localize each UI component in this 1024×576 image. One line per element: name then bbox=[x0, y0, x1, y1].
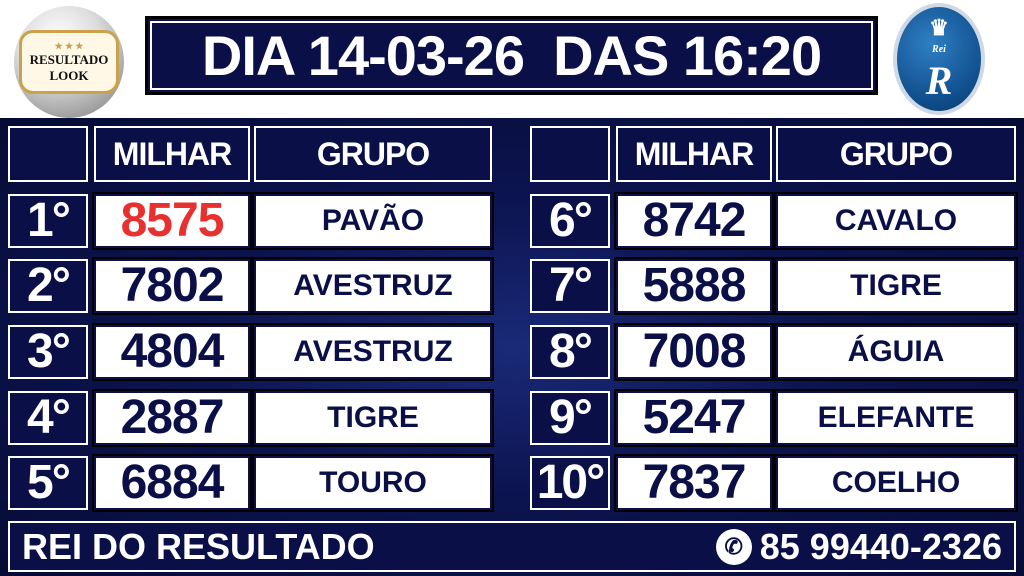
milhar-cell: 6884 bbox=[94, 456, 250, 510]
grupo-cell: TOURO bbox=[254, 456, 492, 510]
milhar-cell: 5888 bbox=[616, 259, 772, 313]
rank-cell: 9° bbox=[530, 391, 610, 445]
whatsapp-icon: ✆ bbox=[715, 528, 752, 565]
milhar-cell: 7837 bbox=[616, 456, 772, 510]
milhar-cell: 7802 bbox=[94, 259, 250, 313]
grupo-cell: ELEFANTE bbox=[776, 391, 1016, 445]
grupo-cell: ÁGUIA bbox=[776, 325, 1016, 379]
milhar-cell: 5247 bbox=[616, 391, 772, 445]
column-header-grupo: GRUPO bbox=[776, 126, 1016, 182]
grupo-cell: PAVÃO bbox=[254, 194, 492, 248]
logo-text: LOOK bbox=[49, 68, 89, 83]
resultado-look-logo: ★ ★ ★ RESULTADO LOOK bbox=[14, 6, 124, 118]
page-title: DIA 14-03-26 DAS 16:20 bbox=[145, 16, 878, 95]
logo-text: RESULTADO bbox=[29, 52, 109, 67]
grupo-cell: TIGRE bbox=[776, 259, 1016, 313]
milhar-cell: 4804 bbox=[94, 325, 250, 379]
grupo-cell: AVESTRUZ bbox=[254, 325, 492, 379]
rei-logo: ♛ Rei R bbox=[893, 3, 985, 115]
rank-cell: 4° bbox=[8, 391, 88, 445]
grupo-cell: CAVALO bbox=[776, 194, 1016, 248]
rank-cell: 2° bbox=[8, 259, 88, 313]
header-blank bbox=[8, 126, 88, 182]
logo-letter: R bbox=[925, 58, 953, 103]
phone-contact: ✆ 85 99440-2326 bbox=[715, 525, 1002, 569]
grupo-cell: AVESTRUZ bbox=[254, 259, 492, 313]
rank-cell: 10° bbox=[530, 456, 610, 510]
header-blank bbox=[530, 126, 610, 182]
rank-cell: 8° bbox=[530, 325, 610, 379]
grupo-cell: COELHO bbox=[776, 456, 1016, 510]
column-header-milhar: MILHAR bbox=[616, 126, 772, 182]
rank-cell: 3° bbox=[8, 325, 88, 379]
milhar-cell: 8742 bbox=[616, 194, 772, 248]
phone-number: 85 99440-2326 bbox=[759, 525, 1002, 567]
stars: ★ ★ ★ bbox=[54, 41, 84, 51]
grupo-cell: TIGRE bbox=[254, 391, 492, 445]
crown-icon: ♛ bbox=[929, 15, 949, 40]
footer: REI DO RESULTADO ✆ 85 99440-2326 bbox=[8, 521, 1016, 572]
logo-text: Rei bbox=[932, 44, 946, 55]
milhar-cell: 8575 bbox=[94, 194, 250, 248]
column-header-milhar: MILHAR bbox=[94, 126, 250, 182]
rank-cell: 6° bbox=[530, 194, 610, 248]
milhar-cell: 2887 bbox=[94, 391, 250, 445]
column-header-grupo: GRUPO bbox=[254, 126, 492, 182]
footer-brand: REI DO RESULTADO bbox=[22, 525, 375, 567]
rank-cell: 1° bbox=[8, 194, 88, 248]
rank-cell: 5° bbox=[8, 456, 88, 510]
milhar-cell: 7008 bbox=[616, 325, 772, 379]
rank-cell: 7° bbox=[530, 259, 610, 313]
